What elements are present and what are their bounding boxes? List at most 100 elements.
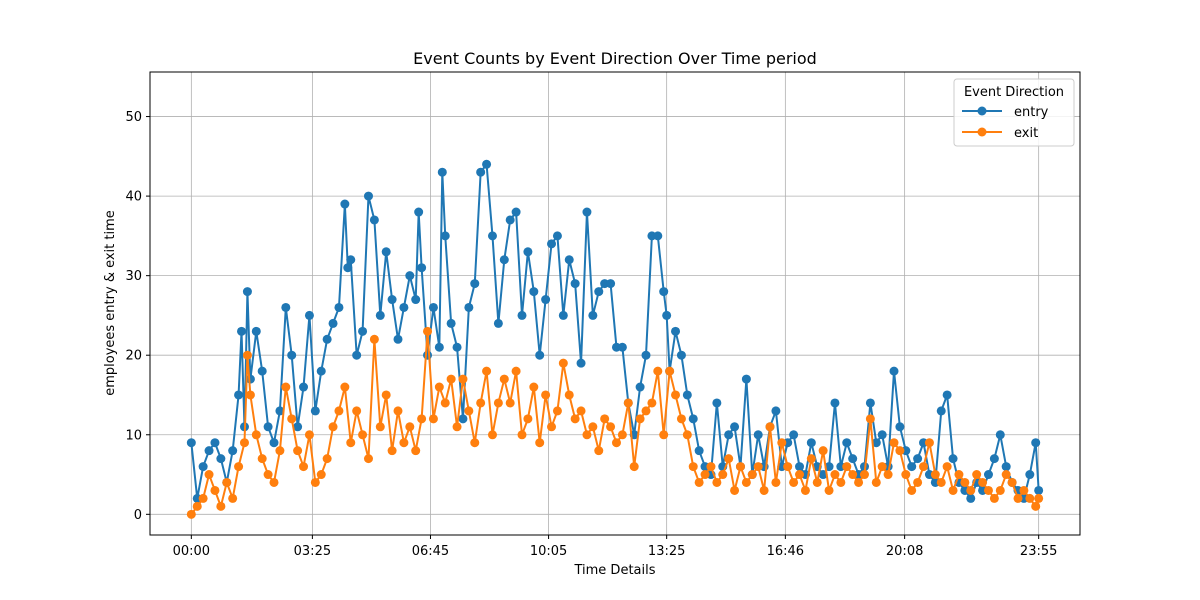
data-point-entry — [358, 326, 368, 336]
data-point-exit — [1001, 470, 1011, 480]
data-point-entry — [547, 239, 557, 249]
data-point-entry — [511, 207, 521, 217]
data-point-entry — [606, 279, 616, 289]
data-point-exit — [741, 477, 751, 487]
data-point-exit — [222, 477, 232, 487]
data-point-exit — [848, 470, 858, 480]
data-point-entry — [1034, 485, 1044, 495]
data-point-entry — [434, 342, 444, 352]
data-point-exit — [842, 462, 852, 472]
data-point-exit — [428, 414, 438, 424]
data-point-exit — [204, 470, 214, 480]
data-point-entry — [662, 310, 672, 320]
data-point-entry — [523, 247, 533, 257]
data-point-exit — [186, 509, 196, 519]
data-point-entry — [1001, 462, 1011, 472]
data-point-exit — [358, 430, 368, 440]
series-exit — [186, 326, 1044, 519]
data-point-exit — [1007, 477, 1017, 487]
y-tick-label: 30 — [125, 269, 142, 284]
data-point-exit — [316, 470, 326, 480]
data-point-exit — [552, 406, 562, 416]
data-point-exit — [275, 446, 285, 456]
data-point-exit — [989, 493, 999, 503]
data-point-entry — [343, 263, 353, 273]
data-point-entry — [848, 454, 858, 464]
x-tick-label: 13:25 — [648, 544, 685, 559]
data-point-exit — [676, 414, 686, 424]
data-point-entry — [830, 398, 840, 408]
data-point-exit — [434, 382, 444, 392]
data-point-exit — [836, 477, 846, 487]
data-point-exit — [594, 446, 604, 456]
x-tick-label: 06:45 — [412, 544, 449, 559]
data-point-exit — [251, 430, 261, 440]
data-point-entry — [242, 287, 252, 297]
data-point-exit — [671, 390, 681, 400]
data-point-exit — [310, 477, 320, 487]
data-point-entry — [322, 334, 332, 344]
data-point-entry — [405, 271, 415, 281]
legend-title: Event Direction — [964, 85, 1064, 100]
legend-exit-marker — [977, 127, 987, 137]
data-point-exit — [239, 438, 249, 448]
data-point-exit — [777, 438, 787, 448]
data-point-exit — [1013, 493, 1023, 503]
data-point-entry — [694, 446, 704, 456]
data-point-exit — [747, 470, 757, 480]
data-point-entry — [487, 231, 497, 241]
data-point-entry — [771, 406, 781, 416]
y-tick-label: 50 — [125, 110, 142, 125]
series-entry — [186, 159, 1044, 503]
x-tick-label: 10:05 — [530, 544, 567, 559]
data-point-exit — [889, 438, 899, 448]
data-point-exit — [458, 374, 468, 384]
data-point-exit — [712, 477, 722, 487]
data-point-exit — [547, 422, 557, 432]
data-point-entry — [493, 318, 503, 328]
y-axis-title: employees entry & exit time — [103, 210, 118, 396]
y-tick-label: 0 — [134, 508, 142, 523]
x-tick-label: 00:00 — [173, 544, 210, 559]
data-point-entry — [399, 302, 409, 312]
data-point-exit — [340, 382, 350, 392]
legend-entry-label: entry — [1014, 105, 1049, 120]
data-point-entry — [458, 414, 468, 424]
data-point-exit — [576, 406, 586, 416]
data-point-entry — [334, 302, 344, 312]
data-point-exit — [192, 501, 202, 511]
data-point-exit — [694, 477, 704, 487]
data-point-exit — [245, 390, 255, 400]
data-point-entry — [582, 207, 592, 217]
data-point-entry — [257, 366, 267, 376]
data-point-exit — [517, 430, 527, 440]
data-point-exit — [293, 446, 303, 456]
data-point-entry — [387, 295, 397, 305]
data-point-entry — [210, 438, 220, 448]
data-point-exit — [800, 485, 810, 495]
data-point-exit — [688, 462, 698, 472]
data-point-exit — [257, 454, 267, 464]
data-point-entry — [204, 446, 214, 456]
data-point-exit — [895, 446, 905, 456]
data-point-exit — [423, 326, 433, 336]
data-point-exit — [930, 470, 940, 480]
data-point-entry — [437, 167, 447, 177]
data-point-exit — [523, 414, 533, 424]
grid-lines — [150, 72, 1080, 535]
data-point-exit — [322, 454, 332, 464]
data-point-exit — [818, 446, 828, 456]
data-point-exit — [588, 422, 598, 432]
data-point-entry — [570, 279, 580, 289]
data-point-exit — [470, 438, 480, 448]
data-point-exit — [859, 470, 869, 480]
y-tick-label: 10 — [125, 428, 142, 443]
data-point-entry — [340, 199, 350, 209]
data-point-exit — [405, 422, 415, 432]
data-point-entry — [806, 438, 816, 448]
data-point-exit — [883, 470, 893, 480]
data-point-exit — [440, 398, 450, 408]
data-point-exit — [558, 358, 568, 368]
data-point-exit — [830, 470, 840, 480]
data-point-exit — [369, 334, 379, 344]
